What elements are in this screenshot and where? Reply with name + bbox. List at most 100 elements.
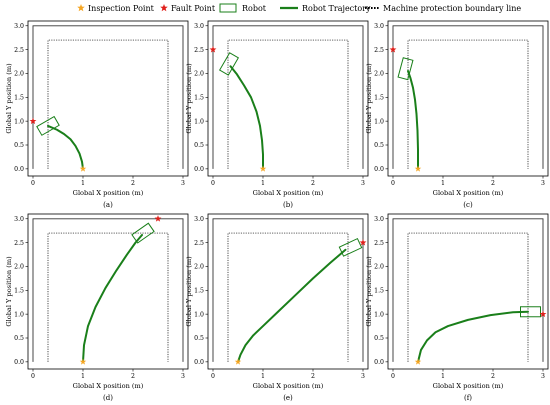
robot-marker: [131, 222, 155, 244]
y-tick-label: 3.0: [14, 216, 24, 223]
y-tick-label: 3.0: [14, 23, 24, 30]
y-tick-label: 1.5: [374, 288, 384, 295]
y-tick-label: 2.0: [14, 71, 24, 78]
y-tick-label: 2.0: [194, 264, 204, 271]
outer-boundary-line: [212, 218, 364, 362]
panel-caption: (e): [283, 394, 293, 402]
robot-trajectory-line: [237, 248, 347, 363]
y-axis-label: Global Y position (m): [5, 256, 13, 327]
x-tick-label: 3: [361, 373, 365, 380]
chart-panel: 0 1 2 3 0.0 0.5 1.0 1.5 2.0 2.5 3.0 Global X positi…: [185, 20, 369, 209]
panels: 0 1 2 3 0.0 0.5 1.0 1.5 2.0 2.5 3.0 Global X positi…: [5, 20, 549, 402]
legend-item: Robot: [219, 3, 267, 13]
x-axis-label: Global X position (m): [253, 382, 324, 390]
legend: Inspection Point Fault Point Robot Robot Tr…: [77, 3, 521, 13]
fault-point-star-icon: [389, 46, 397, 53]
inspection-point-star-icon: [79, 358, 87, 365]
protection-boundary-line: [47, 39, 169, 169]
axes-frame: [27, 20, 189, 177]
y-axis-label: Global Y position (m): [365, 63, 373, 134]
inspection-point-star-icon: [234, 358, 242, 365]
panel-caption: (a): [103, 201, 113, 209]
chart-panel: 0 1 2 3 0.0 0.5 1.0 1.5 2.0 2.5 3.0 Global X positi…: [365, 20, 549, 209]
x-tick-label: 3: [361, 180, 365, 187]
y-axis-label: Global Y position (m): [5, 63, 13, 134]
x-tick-label: 0: [211, 180, 215, 187]
y-tick-label: 1.5: [194, 95, 204, 102]
y-tick-label: 0.5: [14, 335, 24, 342]
chart-panel: 0 1 2 3 0.0 0.5 1.0 1.5 2.0 2.5 3.0 Global X positi…: [365, 213, 549, 402]
robot-trajectory-line: [229, 65, 264, 170]
robot-trajectory-line: [47, 124, 84, 170]
x-tick-label: 2: [491, 180, 495, 187]
protection-boundary-line: [227, 39, 349, 169]
y-tick-label: 0.5: [194, 142, 204, 149]
robot-trajectory-line: [82, 233, 143, 363]
protection-boundary-line: [407, 232, 529, 362]
y-tick-label: 1.0: [14, 118, 24, 125]
protection-boundary-line: [47, 232, 169, 362]
x-tick-label: 2: [131, 180, 135, 187]
protection-boundary-line: [227, 232, 349, 362]
fault-point-star-icon: [539, 310, 547, 318]
y-tick-label: 0.0: [374, 166, 384, 173]
x-axis-label: Global X position (m): [73, 189, 144, 197]
x-tick-label: 3: [541, 180, 545, 187]
axes-frame: [387, 20, 549, 177]
robot-marker: [338, 237, 363, 257]
x-tick-label: 3: [541, 373, 545, 380]
fault-point-star-icon: [29, 117, 37, 125]
robot-trajectory-line: [407, 70, 419, 170]
y-tick-label: 2.5: [14, 47, 24, 54]
panel-caption: (f): [464, 394, 472, 402]
y-tick-label: 3.0: [194, 216, 204, 223]
x-tick-label: 1: [81, 180, 85, 187]
panel-caption: (b): [283, 201, 293, 209]
outer-boundary-line: [32, 25, 184, 169]
y-tick-label: 3.0: [194, 23, 204, 30]
x-tick-label: 1: [441, 180, 445, 187]
y-tick-label: 1.0: [374, 118, 384, 125]
x-axis-label: Global X position (m): [433, 189, 504, 197]
y-tick-label: 1.0: [194, 311, 204, 318]
x-tick-label: 0: [31, 180, 35, 187]
legend-star-icon: [160, 4, 168, 12]
legend-label: Robot Trajectory: [302, 4, 371, 13]
panel-caption: (c): [463, 201, 473, 209]
x-tick-label: 1: [441, 373, 445, 380]
y-axis-label: Global Y position (m): [185, 63, 193, 134]
inspection-point-star-icon: [79, 165, 87, 172]
y-tick-label: 1.5: [14, 95, 24, 102]
inspection-point-star-icon: [414, 165, 422, 172]
legend-item: Robot Trajectory: [280, 4, 371, 13]
outer-boundary-line: [32, 218, 184, 362]
y-tick-label: 3.0: [374, 216, 384, 223]
legend-label: Inspection Point: [88, 4, 155, 13]
axes-frame: [27, 213, 189, 370]
legend-item: Fault Point: [160, 4, 216, 13]
y-tick-label: 2.5: [194, 240, 204, 247]
y-tick-label: 1.5: [374, 95, 384, 102]
x-tick-label: 2: [131, 373, 135, 380]
panel-caption: (d): [103, 394, 113, 402]
x-tick-label: 2: [491, 373, 495, 380]
x-axis-label: Global X position (m): [433, 382, 504, 390]
robot-marker: [218, 52, 240, 76]
y-tick-label: 0.0: [194, 359, 204, 366]
y-tick-label: 0.5: [374, 335, 384, 342]
legend-item: Machine protection boundary line: [365, 4, 521, 13]
robot-trajectory-line: [417, 310, 529, 363]
y-tick-label: 2.0: [194, 71, 204, 78]
chart-panel: 0 1 2 3 0.0 0.5 1.0 1.5 2.0 2.5 3.0 Global X positi…: [5, 20, 189, 209]
y-tick-label: 1.5: [14, 288, 24, 295]
y-tick-label: 2.0: [374, 264, 384, 271]
legend-robot-icon: [219, 3, 237, 13]
y-tick-label: 0.0: [14, 166, 24, 173]
y-tick-label: 2.0: [14, 264, 24, 271]
legend-star-icon: [77, 4, 85, 12]
x-tick-label: 0: [391, 373, 395, 380]
x-tick-label: 1: [81, 373, 85, 380]
y-tick-label: 1.0: [194, 118, 204, 125]
x-tick-label: 0: [31, 373, 35, 380]
